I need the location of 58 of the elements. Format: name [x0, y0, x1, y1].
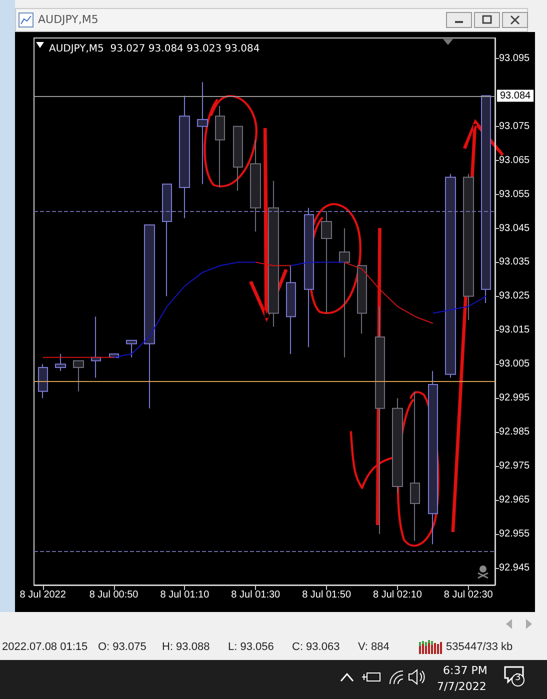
candlestick — [250, 139, 261, 232]
text: AUDJPY,M5 93.027 93.084 93.023 93.084 — [49, 44, 260, 54]
x-tick-label: 8 Jul 01:50 — [302, 590, 352, 600]
candlestick — [91, 316, 101, 378]
candlestick — [410, 390, 420, 542]
x-tick-label: 8 Jul 02:10 — [373, 590, 422, 600]
candlestick — [428, 370, 438, 545]
text: 7/7/2022 — [437, 680, 486, 693]
candlestick — [179, 95, 190, 219]
y-tick-label: 93.095 — [499, 52, 530, 64]
candlestick — [357, 265, 367, 334]
text: C: 93.063 — [292, 641, 340, 653]
text: 535447/33 kb — [446, 641, 513, 653]
text: AUDJPY,M5 — [38, 13, 98, 26]
y-tick-label: 93.005 — [499, 358, 530, 370]
y-tick-label: 92.965 — [499, 494, 530, 506]
text: H: 93.088 — [162, 641, 210, 653]
x-tick-label: 8 Jul 2022 — [20, 590, 66, 600]
candlestick — [162, 184, 172, 297]
candlestick — [38, 364, 48, 399]
y-tick-label: 92.985 — [499, 426, 530, 438]
text: O: 93.075 — [98, 641, 146, 653]
x-tick-label: 8 Jul 01:10 — [160, 590, 210, 600]
y-tick-label: 93.045 — [499, 222, 530, 234]
candlestick — [304, 207, 314, 348]
candlestick — [481, 95, 491, 304]
candlestick — [339, 228, 350, 358]
candlestick — [286, 265, 296, 354]
y-tick-label: 92.995 — [499, 392, 530, 404]
y-tick-label: 93.015 — [499, 324, 530, 336]
candlestick — [392, 398, 403, 494]
candlestick — [233, 126, 243, 192]
y-tick-label: 92.945 — [499, 562, 530, 574]
candlestick — [144, 224, 155, 409]
candlestick — [73, 360, 84, 392]
text: L: 93.056 — [228, 641, 274, 653]
x-tick-label: 8 Jul 02:30 — [444, 590, 494, 600]
candlestick — [445, 173, 456, 378]
candlestick — [215, 105, 225, 188]
x-tick-label: 8 Jul 01:30 — [231, 590, 281, 600]
y-tick-label: 92.955 — [499, 528, 530, 540]
candlestick — [126, 340, 137, 358]
text: V: 884 — [358, 641, 390, 653]
text: 6:37 PM — [443, 664, 488, 677]
text: 2022.07.08 01:15 — [2, 641, 88, 653]
candlestick — [197, 82, 208, 185]
y-tick-label: 93.065 — [499, 154, 530, 166]
y-tick-label: 93.025 — [499, 290, 530, 302]
y-tick-label: 93.035 — [499, 256, 530, 268]
candlestick — [55, 353, 66, 372]
candlestick — [321, 210, 332, 314]
candlestick — [268, 180, 279, 328]
candlestick — [463, 173, 474, 320]
y-tick-label: 92.975 — [499, 460, 530, 472]
ref-line-label: 93.084 — [500, 90, 532, 102]
x-tick-label: 8 Jul 00:50 — [89, 590, 139, 600]
y-tick-label: 93.055 — [499, 188, 530, 200]
y-tick-label: 93.075 — [499, 120, 530, 132]
